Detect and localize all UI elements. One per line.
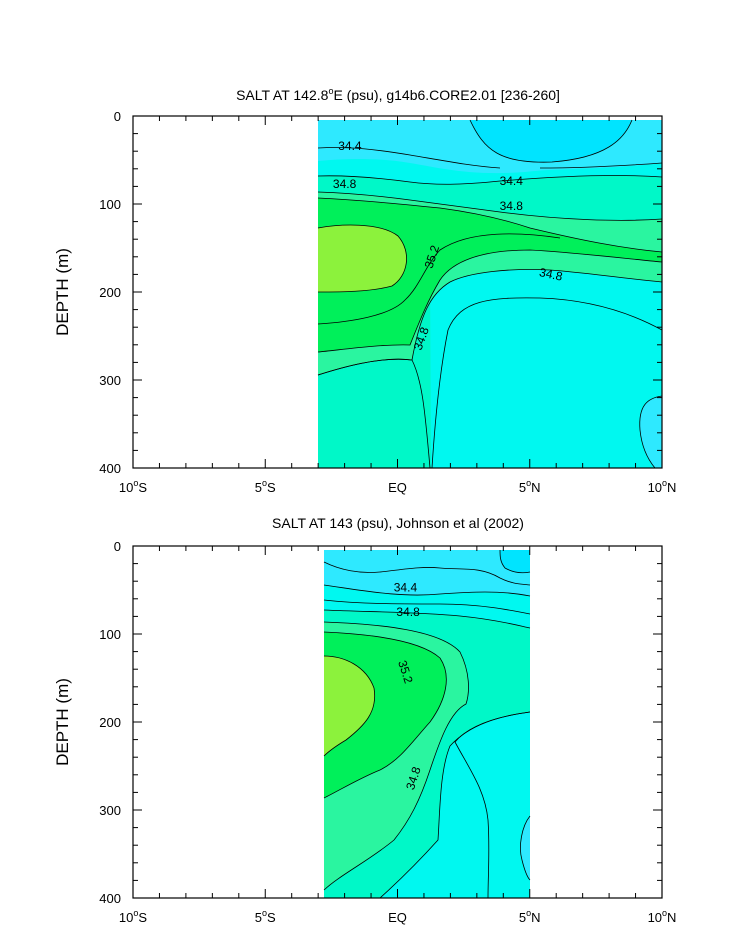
panel2-contour-label-text: 34.8 [403,765,424,792]
panel2-contour-label-text: 35.2 [395,659,416,686]
panel2-contour-label-text: 34.4 [394,580,418,594]
p2-contour-35-2 [323,631,447,799]
p2-band-34-4 [324,550,530,596]
panel1-x-tick-label: EQ [388,480,407,495]
p1-contour-35-4 [317,224,407,293]
p2-band-35-4 [324,656,375,756]
panel1-x-tick-label: 5oN [519,478,541,495]
p1-contour-34-8-upper [317,191,663,221]
p1-band-34-2 [470,120,632,163]
p1-contour-34-4-right [539,162,663,169]
panel1-y-axis-label: DEPTH (m) [53,248,72,336]
panel2-title: SALT AT 143 (psu), Johnson et al (2002) [272,515,524,531]
panel1-y-tick-label: 400 [99,461,121,476]
panel1-y-tick-label: 100 [99,197,121,212]
panel1-contour-label: 35.2 [422,243,443,270]
panel1-contour-label-text: 34.4 [500,174,524,188]
panel1-contour-label-text: 34.8 [538,265,564,284]
p1-contour-35-0-lower [317,249,663,353]
p1-band-34-6-deep [432,297,662,468]
panel2-x-tick-label: 10oN [648,908,677,925]
p1-band-35-4 [318,225,407,292]
panel1-contour-label: 34.8 [538,265,564,284]
observed-salinity-panel: SALT AT 143 (psu), Johnson et al (2002) [53,515,676,925]
panel2-contour-lines [323,549,531,899]
panel2-x-tick-label: 10oS [119,908,147,925]
panel2-contour-labels: 34.4 34.8 35.2 34.8 [394,580,424,792]
p2-band-34-2 [500,550,530,573]
panel2-x-tick-label: 5oS [255,908,276,925]
p2-band-34-6-right [455,712,530,898]
panel1-contour-label-text: 34.8 [333,177,357,191]
panel1-contour-label: 34.8 [333,177,357,191]
panel2-y-axis-label: DEPTH (m) [53,678,72,766]
p2-contour-34-8 [323,609,531,629]
panel1-title: SALT AT 142.8oE (psu), g14b6.CORE2.01 [2… [236,86,560,103]
model-salinity-panel: SALT AT 142.8oE (psu), g14b6.CORE2.01 [2… [53,86,676,495]
p2-contour-34-2 [499,549,531,574]
panel1-contour-label-text: 35.2 [422,243,443,270]
panel2-x-tick-label: 5oN [519,908,541,925]
panel1-contour-label: 34.8 [500,199,524,213]
p1-contour-34-2 [469,119,633,163]
panel2-y-tick-label: 100 [99,627,121,642]
panel2-y-tick-label: 400 [99,891,121,906]
panel1-contour-lines [317,119,663,469]
panel1-y-tick-label: 0 [114,109,121,124]
panel1-x-tick-label: 10oS [119,478,147,495]
p2-contour-34-4-a [323,561,531,586]
panel1-y-tick-label: 200 [99,285,121,300]
p1-contour-35-0-upper [317,197,663,253]
panel2-y-tick-label: 0 [114,539,121,554]
panel1-contour-fill [318,120,662,468]
panel2-contour-label: 34.8 [403,765,424,792]
p1-contour-34-4-deep [639,395,663,469]
panel1-x-tick-label: 10oN [648,478,677,495]
panel2-x-tick-label: EQ [388,910,407,925]
p2-contour-35-4 [323,655,376,757]
panel1-contour-label-text: 34.8 [500,199,524,213]
p2-contour-34-6-deep [454,711,531,899]
panel1-axes: 0 100 200 300 400 10oS 5oS EQ 5oN 10oN [99,109,676,495]
p1-contour-34-6 [317,175,663,185]
p1-contour-35-2 [317,233,561,325]
p1-band-34-8-lower [318,359,430,468]
p2-contour-34-4-b [323,584,531,597]
p1-band-35-2 [318,198,662,352]
p2-contour-34-6 [323,599,531,615]
panel2-axes: 0 100 200 300 400 10oS 5oS EQ 5oN 10oN [99,539,676,925]
panel2-contour-label: 35.2 [395,659,416,686]
panel2-contour-label: 34.8 [396,605,420,619]
panel1-contour-label-text: 34.4 [338,139,362,153]
panel2-contour-label: 34.4 [394,580,418,594]
panel2-y-tick-label: 300 [99,803,121,818]
p1-contour-34-8-deep [317,358,431,469]
panel2-contour-label-text: 34.8 [396,605,420,619]
panel1-contour-label: 34.4 [500,174,524,188]
p2-contour-34-4-deep [520,815,531,881]
p1-contour-34-4-top [317,147,501,169]
panel1-x-tick-label: 5oS [255,478,276,495]
p2-contour-35-0 [323,621,469,891]
panel1-y-tick-label: 300 [99,373,121,388]
panel2-y-tick-label: 200 [99,715,121,730]
panel1-contour-label: 34.4 [338,139,362,153]
p1-band-34-4-deep [639,396,662,468]
p1-contour-34-6-deep [431,297,663,469]
